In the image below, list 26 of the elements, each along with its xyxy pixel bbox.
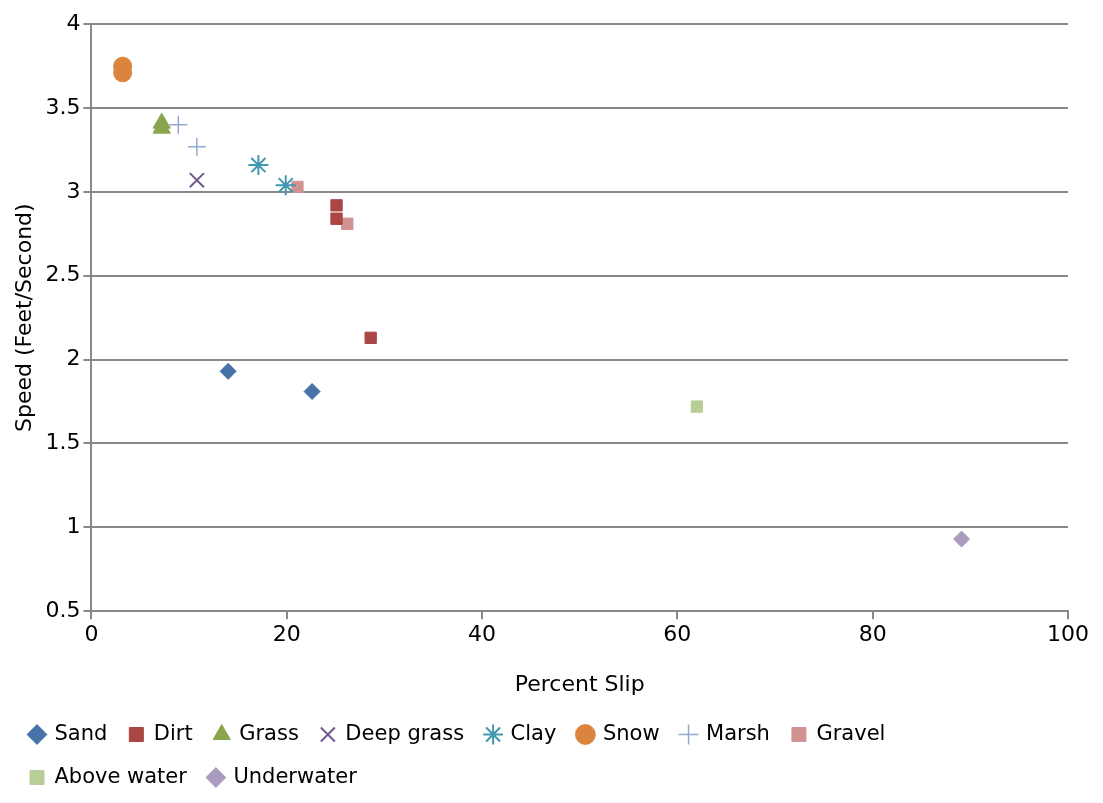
x-tick-label: 100 [1047,621,1089,647]
x-tick-label: 20 [272,621,301,647]
y-tick-label: 3.5 [45,93,81,119]
y-tick-label: 0.5 [45,596,81,622]
x-tick-label: 80 [858,621,887,647]
legend-label: Snow [602,720,660,745]
y-axis-title: Speed (Feet/Second) [10,203,36,433]
legend-label: Underwater [233,763,358,788]
legend-label: Dirt [153,720,193,745]
legend-label: Above water [54,763,188,788]
x-tick-label: 60 [663,621,692,647]
legend-label: Marsh [706,720,770,745]
y-tick-label: 4 [66,9,81,35]
legend-label: Deep grass [345,720,465,745]
y-tick-label: 1.5 [45,429,81,455]
y-tick-label: 2.5 [45,261,81,287]
y-tick-label: 2 [66,345,81,371]
x-tick-label: 0 [84,621,99,647]
legend-label: Grass [239,720,299,745]
x-axis-title: Percent Slip [514,670,645,696]
legend-label: Gravel [816,720,886,745]
x-tick-label: 40 [468,621,497,647]
legend-label: Clay [510,720,557,745]
y-tick-label: 1 [66,513,81,539]
y-tick-label: 3 [66,177,81,203]
legend-label: Sand [54,720,108,745]
